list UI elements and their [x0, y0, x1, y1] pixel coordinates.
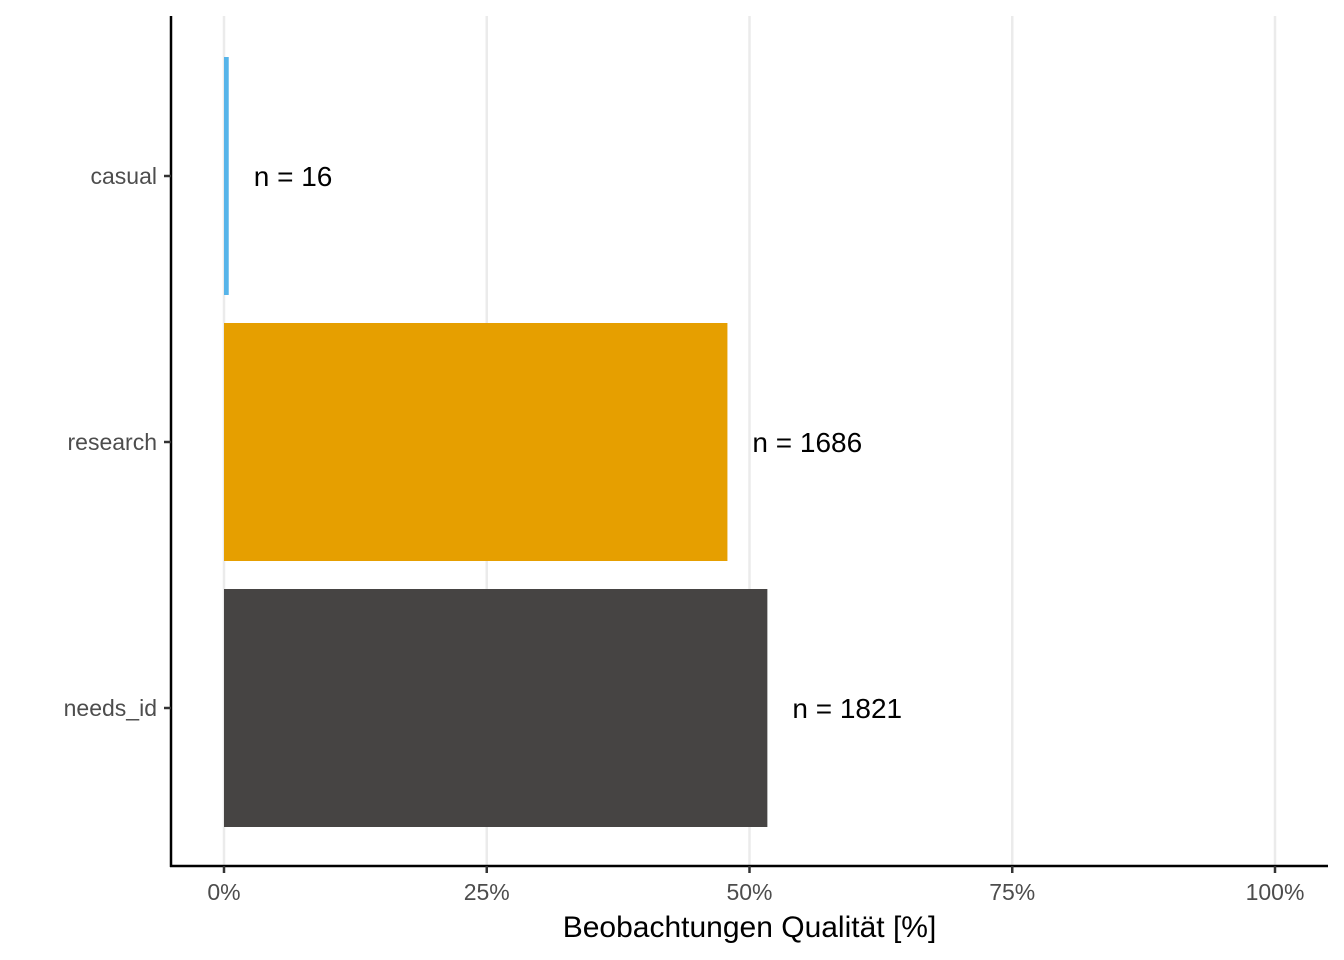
data-label-needs_id: n = 1821: [792, 693, 902, 724]
y-axis-ticks: casual research needs_id: [64, 163, 171, 721]
y-tick-label-research: research: [68, 429, 157, 455]
x-tick-label: 100%: [1246, 879, 1305, 905]
bar-needs_id: [224, 589, 768, 827]
x-axis-title: Beobachtungen Qualität [%]: [563, 911, 937, 944]
data-labels: n = 16 n = 1686 n = 1821: [254, 161, 902, 724]
bar-casual: [224, 57, 229, 295]
data-label-research: n = 1686: [752, 427, 862, 458]
bars: [224, 57, 768, 827]
y-tick-label-casual: casual: [91, 163, 157, 189]
bar-research: [224, 323, 728, 561]
x-tick-label: 75%: [989, 879, 1035, 905]
x-tick-label: 0%: [207, 879, 240, 905]
y-tick-label-needs_id: needs_id: [64, 695, 157, 721]
data-label-casual: n = 16: [254, 161, 333, 192]
x-tick-label: 50%: [726, 879, 772, 905]
x-tick-label: 25%: [464, 879, 510, 905]
x-axis-ticks: 0% 25% 50% 75% 100%: [207, 866, 1304, 905]
